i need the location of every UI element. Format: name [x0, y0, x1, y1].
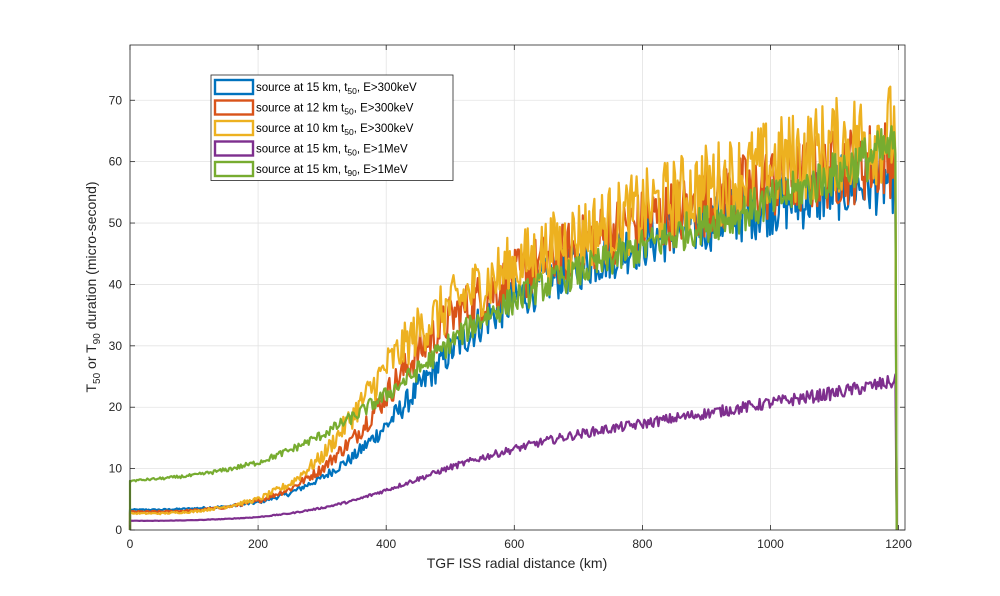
legend-swatch — [213, 119, 255, 137]
legend-entry-3: source at 10 km t50, E>300keV — [256, 123, 414, 137]
plot-frame — [129, 44, 906, 531]
legend-entry-4: source at 15 km, t50, E>1MeV — [256, 144, 408, 158]
y-tick-label: 20 — [109, 400, 123, 414]
legend-swatch — [213, 140, 255, 157]
legend-swatch — [213, 78, 255, 96]
y-axis-label: T50 or T90 duration (micro-second) — [83, 181, 103, 392]
y-tick-label: 10 — [109, 462, 123, 476]
y-tick-label: 50 — [109, 216, 123, 230]
series-line-5 — [128, 125, 898, 531]
legend: source at 15 km, t50, E>300keV source at … — [210, 74, 454, 181]
legend-swatch — [213, 160, 255, 178]
x-tick-label: 0 — [127, 537, 134, 551]
x-tick-label: 1200 — [885, 537, 912, 551]
series-line-4 — [128, 373, 898, 531]
x-tick-label: 400 — [376, 537, 396, 551]
legend-swatch — [213, 99, 255, 116]
x-tick-label: 600 — [504, 537, 524, 551]
y-tick-label: 60 — [109, 155, 123, 169]
legend-entry-1: source at 15 km, t50, E>300keV — [256, 82, 417, 96]
y-tick-label: 30 — [109, 339, 123, 353]
y-tick-label: 40 — [109, 277, 123, 291]
y-tick-label: 0 — [115, 523, 122, 537]
x-tick-label: 800 — [632, 537, 652, 551]
legend-entry-2: source at 12 km t50, E>300keV — [256, 103, 414, 117]
y-tick-label: 70 — [109, 93, 123, 107]
x-tick-label: 1000 — [757, 537, 784, 551]
x-tick-label: 200 — [248, 537, 268, 551]
series-group — [128, 85, 898, 531]
legend-entry-5: source at 15 km, t90, E>1MeV — [256, 164, 408, 178]
ticks: 0 200 400 600 800 1000 1200 0 10 20 30 40 50 60 70 — [109, 45, 912, 551]
x-axis-label: TGF ISS radial distance (km) — [427, 555, 608, 571]
